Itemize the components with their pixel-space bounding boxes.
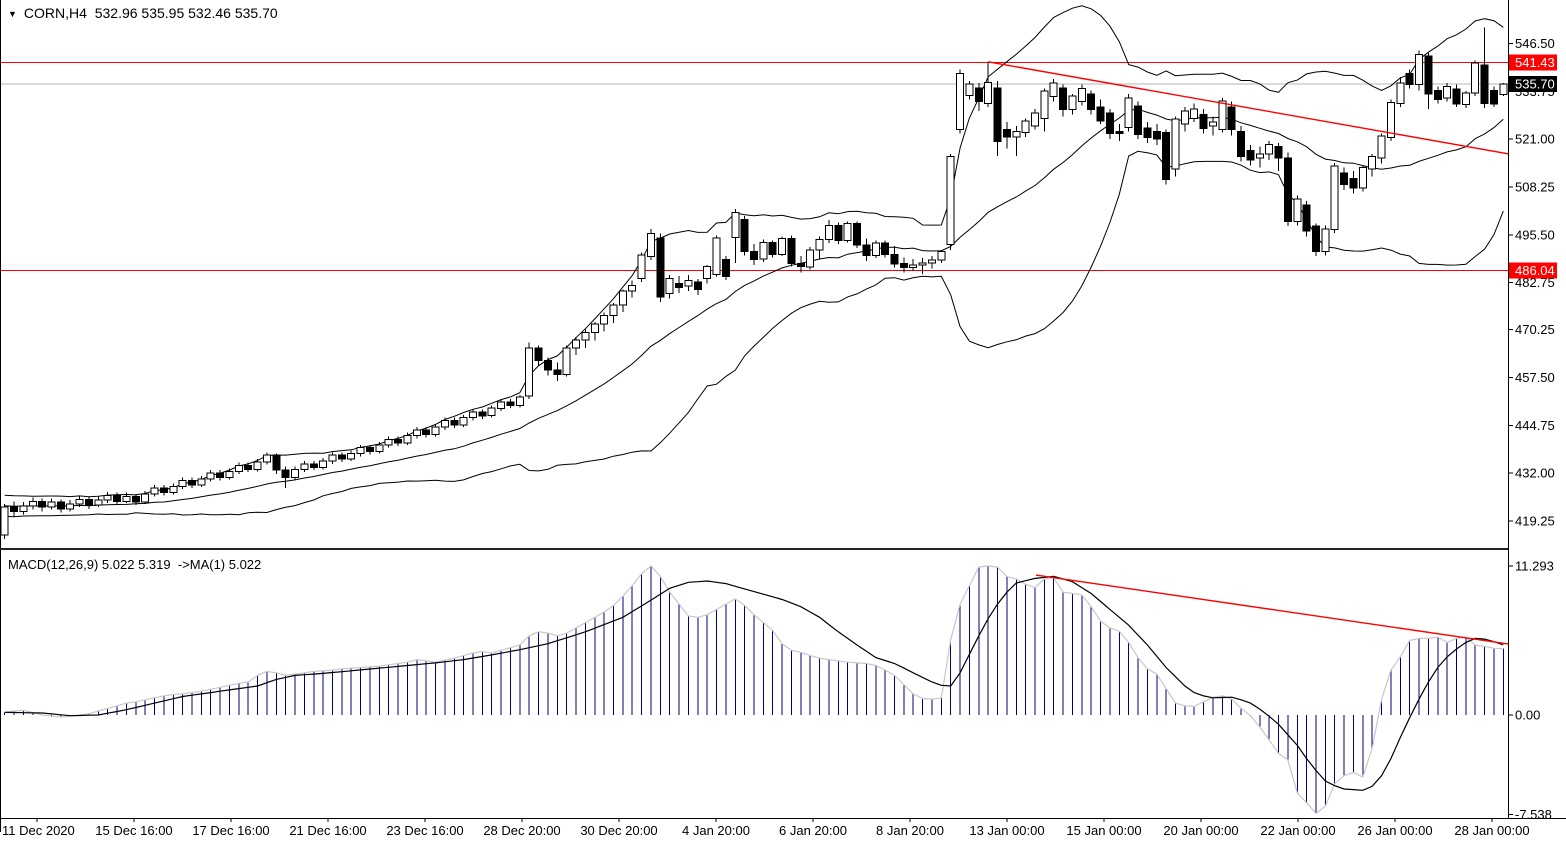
svg-text:21 Dec 16:00: 21 Dec 16:00 (289, 823, 366, 838)
indicator-label: MACD(12,26,9) 5.022 5.319 ->MA(1) 5.022 (8, 557, 262, 572)
svg-text:4 Jan 20:00: 4 Jan 20:00 (682, 823, 750, 838)
chart-title: ▼ CORN,H4 532.96 535.95 532.46 535.70 (8, 5, 278, 21)
svg-text:546.50: 546.50 (1515, 36, 1555, 51)
svg-text:486.04: 486.04 (1515, 263, 1555, 278)
svg-text:30 Dec 20:00: 30 Dec 20:00 (580, 823, 657, 838)
svg-text:20 Jan 00:00: 20 Jan 00:00 (1163, 823, 1238, 838)
svg-text:17 Dec 16:00: 17 Dec 16:00 (192, 823, 269, 838)
svg-text:22 Jan 00:00: 22 Jan 00:00 (1260, 823, 1335, 838)
svg-text:444.75: 444.75 (1515, 418, 1555, 433)
svg-text:6 Jan 20:00: 6 Jan 20:00 (779, 823, 847, 838)
chart-symbol: CORN,H4 (23, 5, 87, 21)
symbol-dropdown-icon: ▼ (8, 9, 17, 19)
svg-text:26 Jan 00:00: 26 Jan 00:00 (1357, 823, 1432, 838)
svg-text:15 Dec 16:00: 15 Dec 16:00 (95, 823, 172, 838)
svg-text:541.43: 541.43 (1515, 55, 1555, 70)
svg-text:482.75: 482.75 (1515, 275, 1555, 290)
svg-text:8 Jan 20:00: 8 Jan 20:00 (876, 823, 944, 838)
svg-text:11 Dec 2020: 11 Dec 2020 (2, 823, 75, 838)
svg-text:28 Dec 20:00: 28 Dec 20:00 (483, 823, 560, 838)
svg-text:495.50: 495.50 (1515, 227, 1555, 242)
svg-text:432.00: 432.00 (1515, 466, 1555, 481)
svg-text:13 Jan 00:00: 13 Jan 00:00 (969, 823, 1044, 838)
svg-text:521.00: 521.00 (1515, 132, 1555, 147)
svg-text:11.293: 11.293 (1515, 558, 1554, 573)
svg-text:470.25: 470.25 (1515, 322, 1555, 337)
svg-text:508.25: 508.25 (1515, 179, 1555, 194)
svg-text:457.50: 457.50 (1515, 370, 1555, 385)
svg-text:23 Dec 16:00: 23 Dec 16:00 (386, 823, 463, 838)
svg-text:0.00: 0.00 (1515, 708, 1540, 723)
chart-ohlc: 532.96 535.95 532.46 535.70 (86, 5, 278, 21)
svg-text:15 Jan 00:00: 15 Jan 00:00 (1066, 823, 1141, 838)
svg-text:28 Jan 00:00: 28 Jan 00:00 (1454, 823, 1529, 838)
svg-text:535.70: 535.70 (1515, 76, 1555, 91)
svg-text:419.25: 419.25 (1515, 514, 1555, 529)
svg-text:-7.538: -7.538 (1515, 807, 1552, 822)
